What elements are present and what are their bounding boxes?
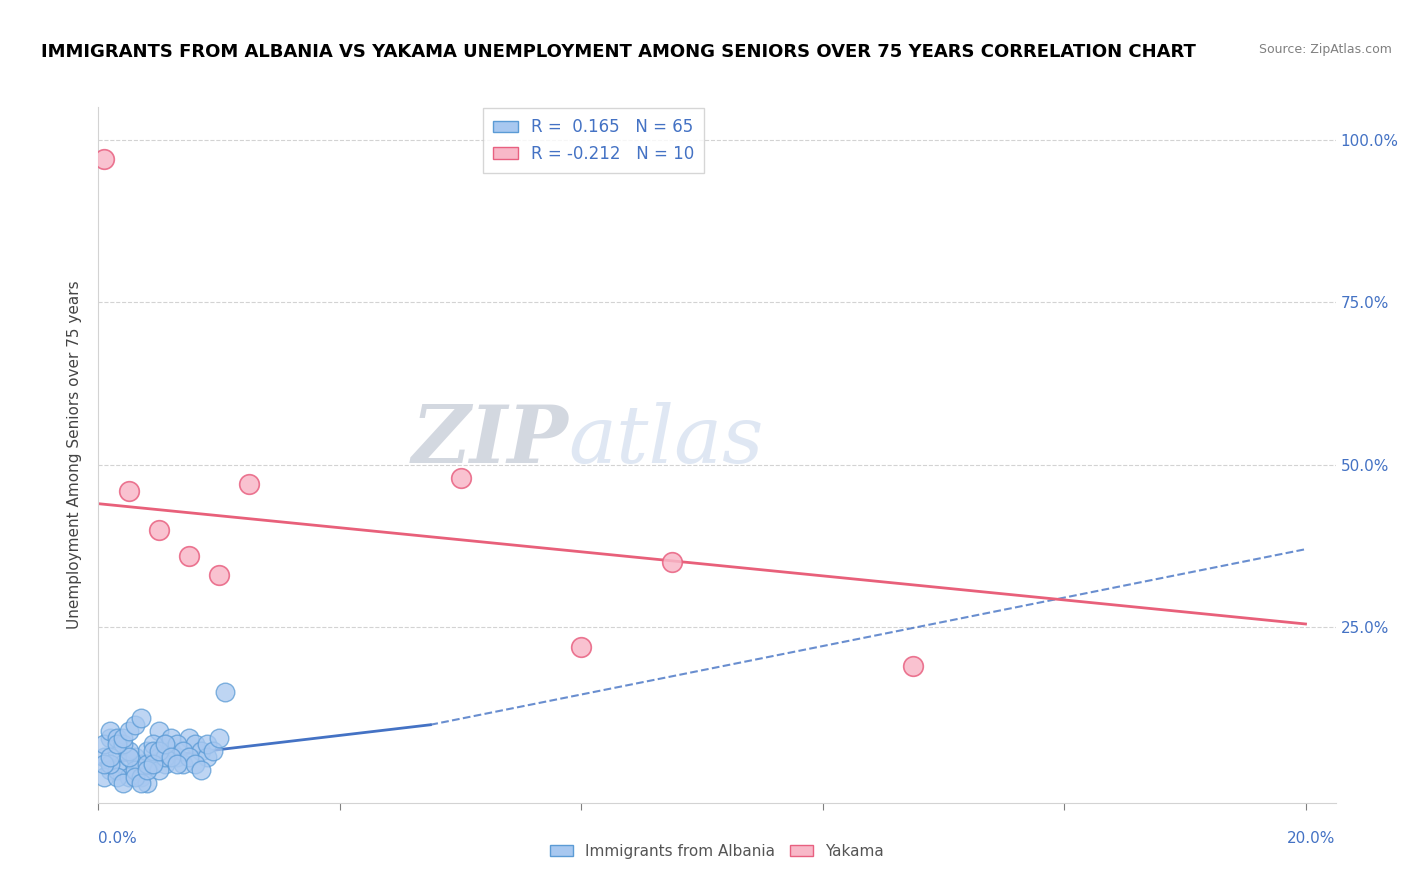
Point [117, 744, 139, 758]
Point [160, 731, 183, 745]
Text: atlas: atlas [568, 402, 763, 480]
Point [153, 750, 176, 764]
Point [105, 764, 128, 778]
Point [450, 471, 472, 485]
Point [117, 724, 139, 739]
Point [214, 685, 236, 699]
Point [238, 477, 260, 491]
Point [135, 776, 157, 790]
Point [166, 756, 188, 771]
Point [148, 764, 170, 778]
Text: 20.0%: 20.0% [1288, 831, 1336, 847]
Point [903, 659, 925, 673]
Point [135, 764, 157, 778]
Point [148, 744, 170, 758]
Point [124, 718, 146, 732]
Point [148, 750, 170, 764]
Y-axis label: Unemployment Among Seniors over 75 years: Unemployment Among Seniors over 75 years [67, 281, 83, 629]
Text: IMMIGRANTS FROM ALBANIA VS YAKAMA UNEMPLOYMENT AMONG SENIORS OVER 75 YEARS CORRE: IMMIGRANTS FROM ALBANIA VS YAKAMA UNEMPL… [41, 43, 1197, 61]
Point [111, 756, 134, 771]
Point [135, 756, 157, 771]
Point [124, 764, 146, 778]
Point [117, 770, 139, 784]
Point [160, 750, 183, 764]
Point [117, 750, 139, 764]
Point [142, 744, 165, 758]
Point [160, 744, 183, 758]
Point [172, 756, 194, 771]
Point [153, 756, 176, 771]
Text: 0.0%: 0.0% [98, 831, 138, 847]
Point [195, 737, 218, 751]
Point [105, 744, 128, 758]
Point [142, 737, 165, 751]
Point [93, 770, 115, 784]
Point [208, 731, 231, 745]
Point [124, 750, 146, 764]
Point [100, 764, 122, 778]
Point [661, 555, 683, 569]
Point [129, 776, 152, 790]
Text: Source: ZipAtlas.com: Source: ZipAtlas.com [1258, 43, 1392, 56]
Point [142, 756, 165, 771]
Point [100, 724, 122, 739]
Point [172, 744, 194, 758]
Point [129, 711, 152, 725]
Legend: Immigrants from Albania, Yakama: Immigrants from Albania, Yakama [544, 838, 890, 864]
Point [100, 731, 122, 745]
Text: ZIP: ZIP [412, 402, 568, 480]
Point [93, 756, 115, 771]
Point [153, 737, 176, 751]
Point [129, 770, 152, 784]
Point [569, 640, 592, 654]
Point [117, 483, 139, 498]
Point [135, 744, 157, 758]
Point [100, 750, 122, 764]
Point [177, 549, 200, 563]
Point [177, 750, 200, 764]
Point [148, 724, 170, 739]
Point [105, 731, 128, 745]
Point [105, 737, 128, 751]
Point [124, 770, 146, 784]
Point [93, 152, 115, 166]
Point [166, 750, 188, 764]
Point [111, 737, 134, 751]
Point [184, 737, 207, 751]
Point [190, 744, 212, 758]
Point [190, 764, 212, 778]
Point [148, 523, 170, 537]
Point [105, 770, 128, 784]
Point [111, 776, 134, 790]
Point [177, 731, 200, 745]
Point [93, 750, 115, 764]
Point [202, 744, 225, 758]
Point [195, 750, 218, 764]
Point [100, 756, 122, 771]
Point [208, 568, 231, 582]
Point [129, 756, 152, 771]
Point [142, 756, 165, 771]
Point [184, 756, 207, 771]
Point [111, 731, 134, 745]
Point [93, 737, 115, 751]
Point [153, 737, 176, 751]
Point [166, 737, 188, 751]
